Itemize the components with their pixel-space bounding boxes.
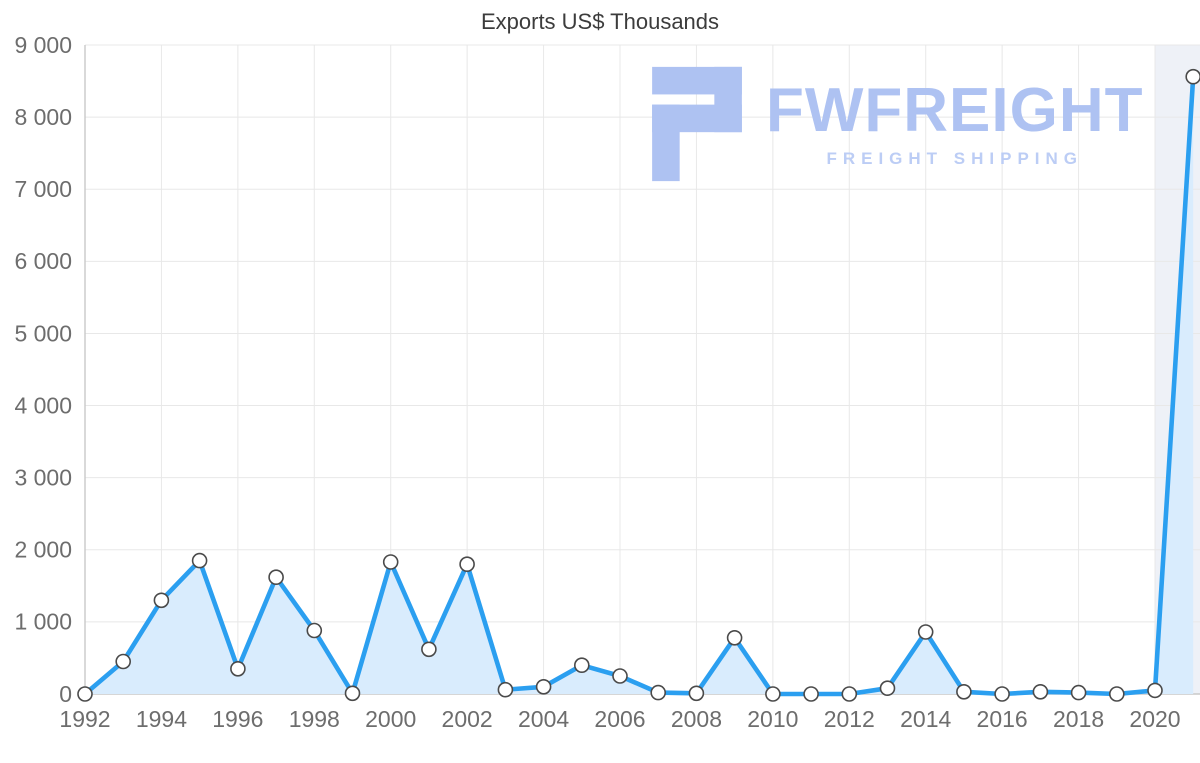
y-tick-label: 6 000 xyxy=(14,248,72,274)
data-point-1999[interactable] xyxy=(344,685,361,702)
data-point-1994[interactable] xyxy=(153,592,170,609)
y-tick-label: 0 xyxy=(59,681,72,707)
data-point-2015[interactable] xyxy=(956,683,972,700)
data-point-2019[interactable] xyxy=(1109,686,1125,702)
y-tick-label: 4 000 xyxy=(14,392,72,418)
y-tick-label: 9 000 xyxy=(14,32,72,58)
data-point-1998[interactable] xyxy=(306,622,323,639)
data-point-2003[interactable] xyxy=(497,681,514,698)
y-tick-label: 3 000 xyxy=(14,464,72,490)
x-gridlines xyxy=(84,45,1156,694)
x-tick-label: 1992 xyxy=(59,706,110,732)
y-gridlines xyxy=(85,44,1200,623)
data-point-1992[interactable] xyxy=(77,686,93,702)
data-point-2021[interactable] xyxy=(1185,68,1200,85)
data-point-1997[interactable] xyxy=(268,569,284,586)
y-tick-label: 5 000 xyxy=(14,320,72,346)
data-point-2010[interactable] xyxy=(765,686,781,702)
data-point-2012[interactable] xyxy=(841,686,858,702)
data-point-2016[interactable] xyxy=(994,686,1010,702)
data-point-1993[interactable] xyxy=(115,653,131,670)
data-point-2006[interactable] xyxy=(612,668,628,684)
x-tick-label: 2006 xyxy=(594,706,645,732)
data-point-2013[interactable] xyxy=(879,680,896,697)
x-tick-label: 1998 xyxy=(289,706,340,732)
x-tick-label: 2008 xyxy=(671,706,722,732)
data-points xyxy=(77,68,1200,702)
x-tick-label: 2010 xyxy=(747,706,798,732)
data-point-2001[interactable] xyxy=(421,641,437,658)
y-tick-label: 2 000 xyxy=(14,537,72,563)
data-point-2009[interactable] xyxy=(726,629,743,646)
data-point-2004[interactable] xyxy=(535,678,552,695)
x-tick-label: 2000 xyxy=(365,706,416,732)
data-point-2020[interactable] xyxy=(1147,682,1163,699)
data-point-2000[interactable] xyxy=(382,554,399,570)
data-point-2007[interactable] xyxy=(650,684,667,701)
y-tick-label: 8 000 xyxy=(14,104,72,130)
x-tick-label: 2014 xyxy=(900,706,951,732)
x-tick-label: 1994 xyxy=(136,706,187,732)
data-line xyxy=(82,74,1196,697)
data-point-2002[interactable] xyxy=(459,556,475,573)
y-tick-label: 1 000 xyxy=(14,609,72,635)
x-tick-label: 1996 xyxy=(212,706,263,732)
data-point-2014[interactable] xyxy=(917,624,934,640)
x-tick-label: 2016 xyxy=(977,706,1028,732)
x-tick-label: 2002 xyxy=(442,706,493,732)
data-point-2011[interactable] xyxy=(803,686,819,702)
area-fill xyxy=(85,76,1194,694)
y-tick-label: 7 000 xyxy=(14,176,72,202)
x-tick-label: 2018 xyxy=(1053,706,1104,732)
chart-title: Exports US$ Thousands xyxy=(480,9,720,34)
x-axis-labels: 1992 1994 1996 1998 2000 2002 2004 2006 2008 2010… xyxy=(59,706,1180,732)
data-point-2005[interactable] xyxy=(573,657,590,674)
data-point-2018[interactable] xyxy=(1070,684,1087,701)
data-point-1995[interactable] xyxy=(191,552,208,569)
x-tick-label: 2012 xyxy=(824,706,875,732)
data-point-2008[interactable] xyxy=(688,685,705,702)
data-point-2017[interactable] xyxy=(1032,683,1049,700)
x-tick-label: 2020 xyxy=(1129,706,1180,732)
y-axis-labels: 0 1 000 2 000 3 000 4 000 5 000 6 000 7 000 8 00… xyxy=(14,32,72,707)
data-point-1996[interactable] xyxy=(230,660,246,677)
x-tick-label: 2004 xyxy=(518,706,569,732)
